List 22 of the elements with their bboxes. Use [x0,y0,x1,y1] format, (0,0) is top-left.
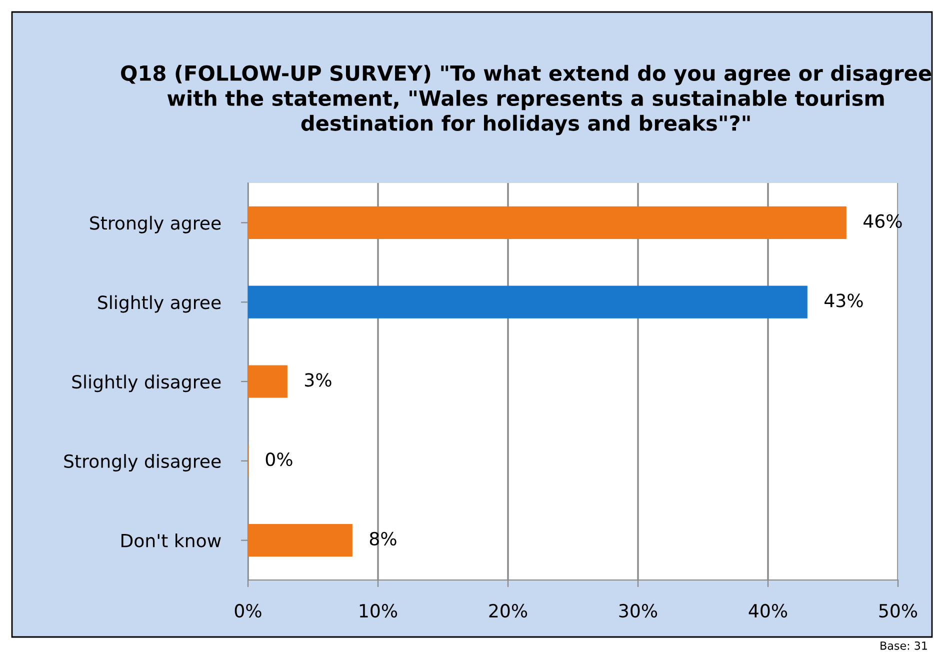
x-tick-label: 50% [879,604,918,618]
chart-title: Q18 (FOLLOW-UP SURVEY) "To what extend do you agree or disagree with the statement, "Wales represents a sustainable tourism destination for holidays and breaks"?" [121,64,932,136]
data-label: 0% [266,452,292,466]
x-tick-label: 10% [360,604,398,618]
y-tick-label: Strongly agree [90,216,221,234]
bar [248,524,352,557]
x-tick-label: 40% [748,604,788,618]
y-tick-label: Strongly disagree [64,454,221,472]
y-tick-label: Slightly agree [98,295,221,313]
bar [248,206,846,239]
text: Base: 31 [880,641,927,650]
y-tick-label: Slightly disagree [72,374,221,392]
bar [248,365,288,398]
bar [248,286,808,318]
data-label: 43% [824,294,863,308]
x-tick-label: 0% [234,604,262,618]
x-tick-label: 20% [489,604,528,618]
data-label: 8% [370,532,396,546]
x-tick-label: 30% [619,604,658,618]
data-label: 3% [305,373,332,387]
y-tick-label: Don't know [122,533,221,548]
data-label: 46% [864,214,902,228]
